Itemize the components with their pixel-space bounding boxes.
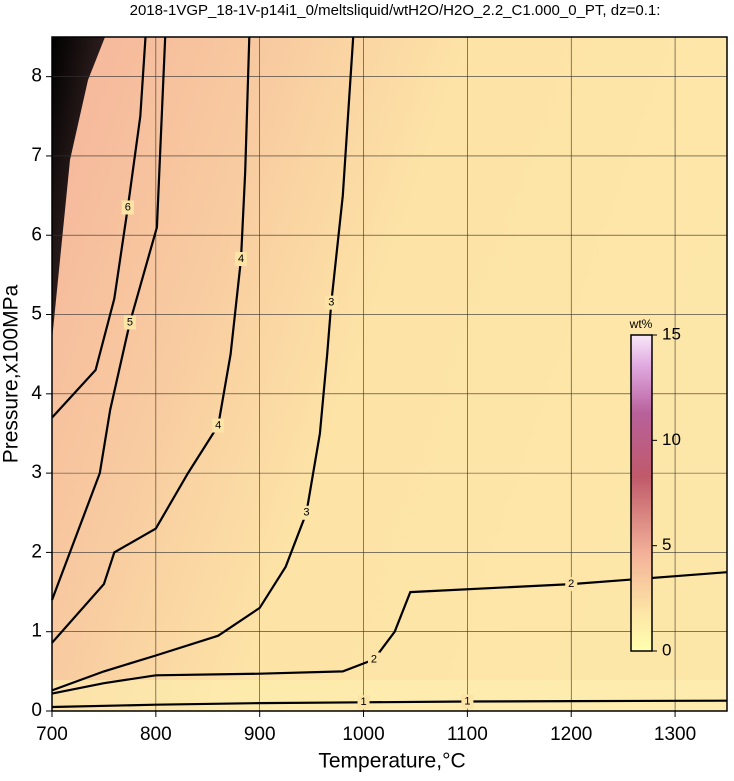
colorbar-tick-label: 5 [662, 535, 671, 554]
low-field [52, 680, 727, 711]
x-tick-label: 700 [36, 724, 68, 745]
x-tick-label: 1200 [550, 724, 592, 745]
plot-frame [51, 36, 728, 712]
contour-label: 3 [328, 297, 334, 309]
contour-label: 1 [464, 695, 470, 707]
contour-label-bg [121, 200, 134, 215]
y-tick-label: 7 [31, 145, 42, 166]
chart-title: 2018-1VGP_18-1V-p14i1_0/meltsliquid/wtH2… [130, 2, 661, 19]
contour-label-bg [123, 315, 136, 330]
x-tick-label: 1300 [654, 724, 696, 745]
contour-label: 3 [303, 507, 309, 519]
contour-line [50, 36, 167, 601]
contour-label: 2 [371, 653, 377, 665]
colorbar-tick-label: 15 [662, 324, 681, 343]
x-tick-label: 900 [244, 724, 276, 745]
y-tick-label: 4 [31, 383, 42, 404]
y-tick-label: 1 [31, 621, 42, 642]
contour-label: 4 [238, 253, 244, 265]
contour-label-bg [212, 418, 225, 433]
contour-label-bg [461, 694, 474, 709]
contour-label: 4 [215, 419, 221, 431]
dense-contours [52, 37, 105, 340]
contour-label: 5 [127, 316, 133, 328]
colorbar [630, 334, 653, 652]
y-axis-label: Pressure,x100MPa [0, 284, 23, 463]
x-tick-label: 1100 [447, 724, 488, 745]
contour-label-bg [357, 695, 370, 710]
colorbar-label: wt% [629, 317, 653, 331]
contours: 112233445566 [50, 36, 728, 710]
contour-label-bg [325, 295, 338, 310]
contour-label-bg [235, 252, 247, 267]
contour-label-bg [565, 577, 578, 592]
x-axis-label: Temperature,°C [318, 750, 465, 773]
contour-label-bg [367, 652, 380, 667]
y-tick-label: 2 [31, 541, 42, 562]
plot-background [52, 37, 727, 711]
colorbar-tick-label: 0 [662, 640, 671, 659]
y-tick-label: 6 [31, 224, 42, 245]
contour-label: 6 [125, 201, 131, 213]
contour-line [51, 36, 251, 644]
contour-line [51, 36, 147, 419]
y-tick-label: 8 [31, 66, 42, 87]
y-tick-label: 3 [31, 462, 42, 483]
contour-label: 1 [360, 696, 366, 708]
contour-line [51, 36, 355, 692]
grid [51, 37, 727, 712]
x-tick-label: 800 [140, 724, 172, 745]
y-tick-label: 0 [31, 700, 42, 721]
x-tick-label: 1000 [342, 724, 384, 745]
contour-label: 2 [568, 578, 574, 590]
contour-label-bg [300, 505, 313, 520]
y-tick-label: 5 [31, 304, 42, 325]
colorbar-tick-label: 10 [662, 430, 681, 449]
